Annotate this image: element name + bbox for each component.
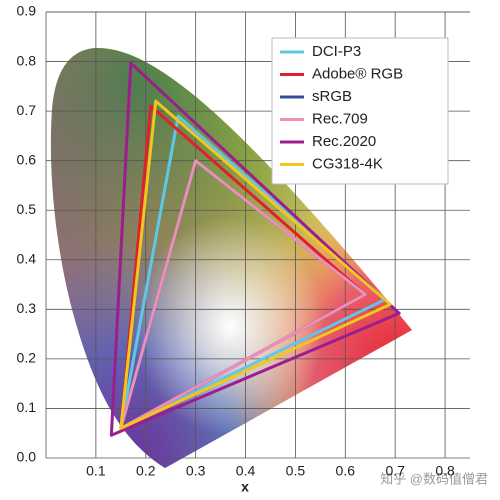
y-tick-label: 0.8 xyxy=(17,52,37,68)
x-tick-label: 0.2 xyxy=(136,463,156,479)
y-tick-label: 0.0 xyxy=(17,449,37,465)
x-tick-label: 0.4 xyxy=(236,463,256,479)
gamut-triangle xyxy=(109,61,401,437)
x-axis-label: x xyxy=(241,479,249,495)
x-tick-label: 0.3 xyxy=(186,463,206,479)
y-tick-label: 0.3 xyxy=(17,300,37,316)
y-tick-label: 0.5 xyxy=(17,201,37,217)
x-tick-label: 0.8 xyxy=(435,463,455,479)
y-tick-label: 0.4 xyxy=(17,250,37,266)
x-tick-label: 0.7 xyxy=(385,463,405,479)
x-tick-label: 0.5 xyxy=(286,463,306,479)
gamut-triangle xyxy=(119,159,367,430)
watermark: 知乎 @数码值僧君 xyxy=(380,471,488,486)
y-tick-label: 0.7 xyxy=(17,102,37,118)
y-tick-label: 0.6 xyxy=(17,151,37,167)
x-tick-label: 0.6 xyxy=(336,463,356,479)
legend-label: CG318-4K xyxy=(312,155,383,172)
legend-label: Rec.2020 xyxy=(312,133,376,150)
legend-label: Adobe® RGB xyxy=(312,65,403,82)
x-tick-label: 0.1 xyxy=(86,463,106,479)
legend-label: DCI-P3 xyxy=(312,43,361,60)
gamut-triangle xyxy=(119,114,387,430)
y-tick-label: 0.1 xyxy=(17,399,37,415)
gamut-triangle xyxy=(119,99,392,430)
legend-label: Rec.709 xyxy=(312,110,368,127)
y-tick-label: 0.2 xyxy=(17,350,37,366)
y-tick-label: 0.9 xyxy=(17,3,37,19)
legend-box xyxy=(271,37,449,185)
legend-label: sRGB xyxy=(312,88,352,105)
